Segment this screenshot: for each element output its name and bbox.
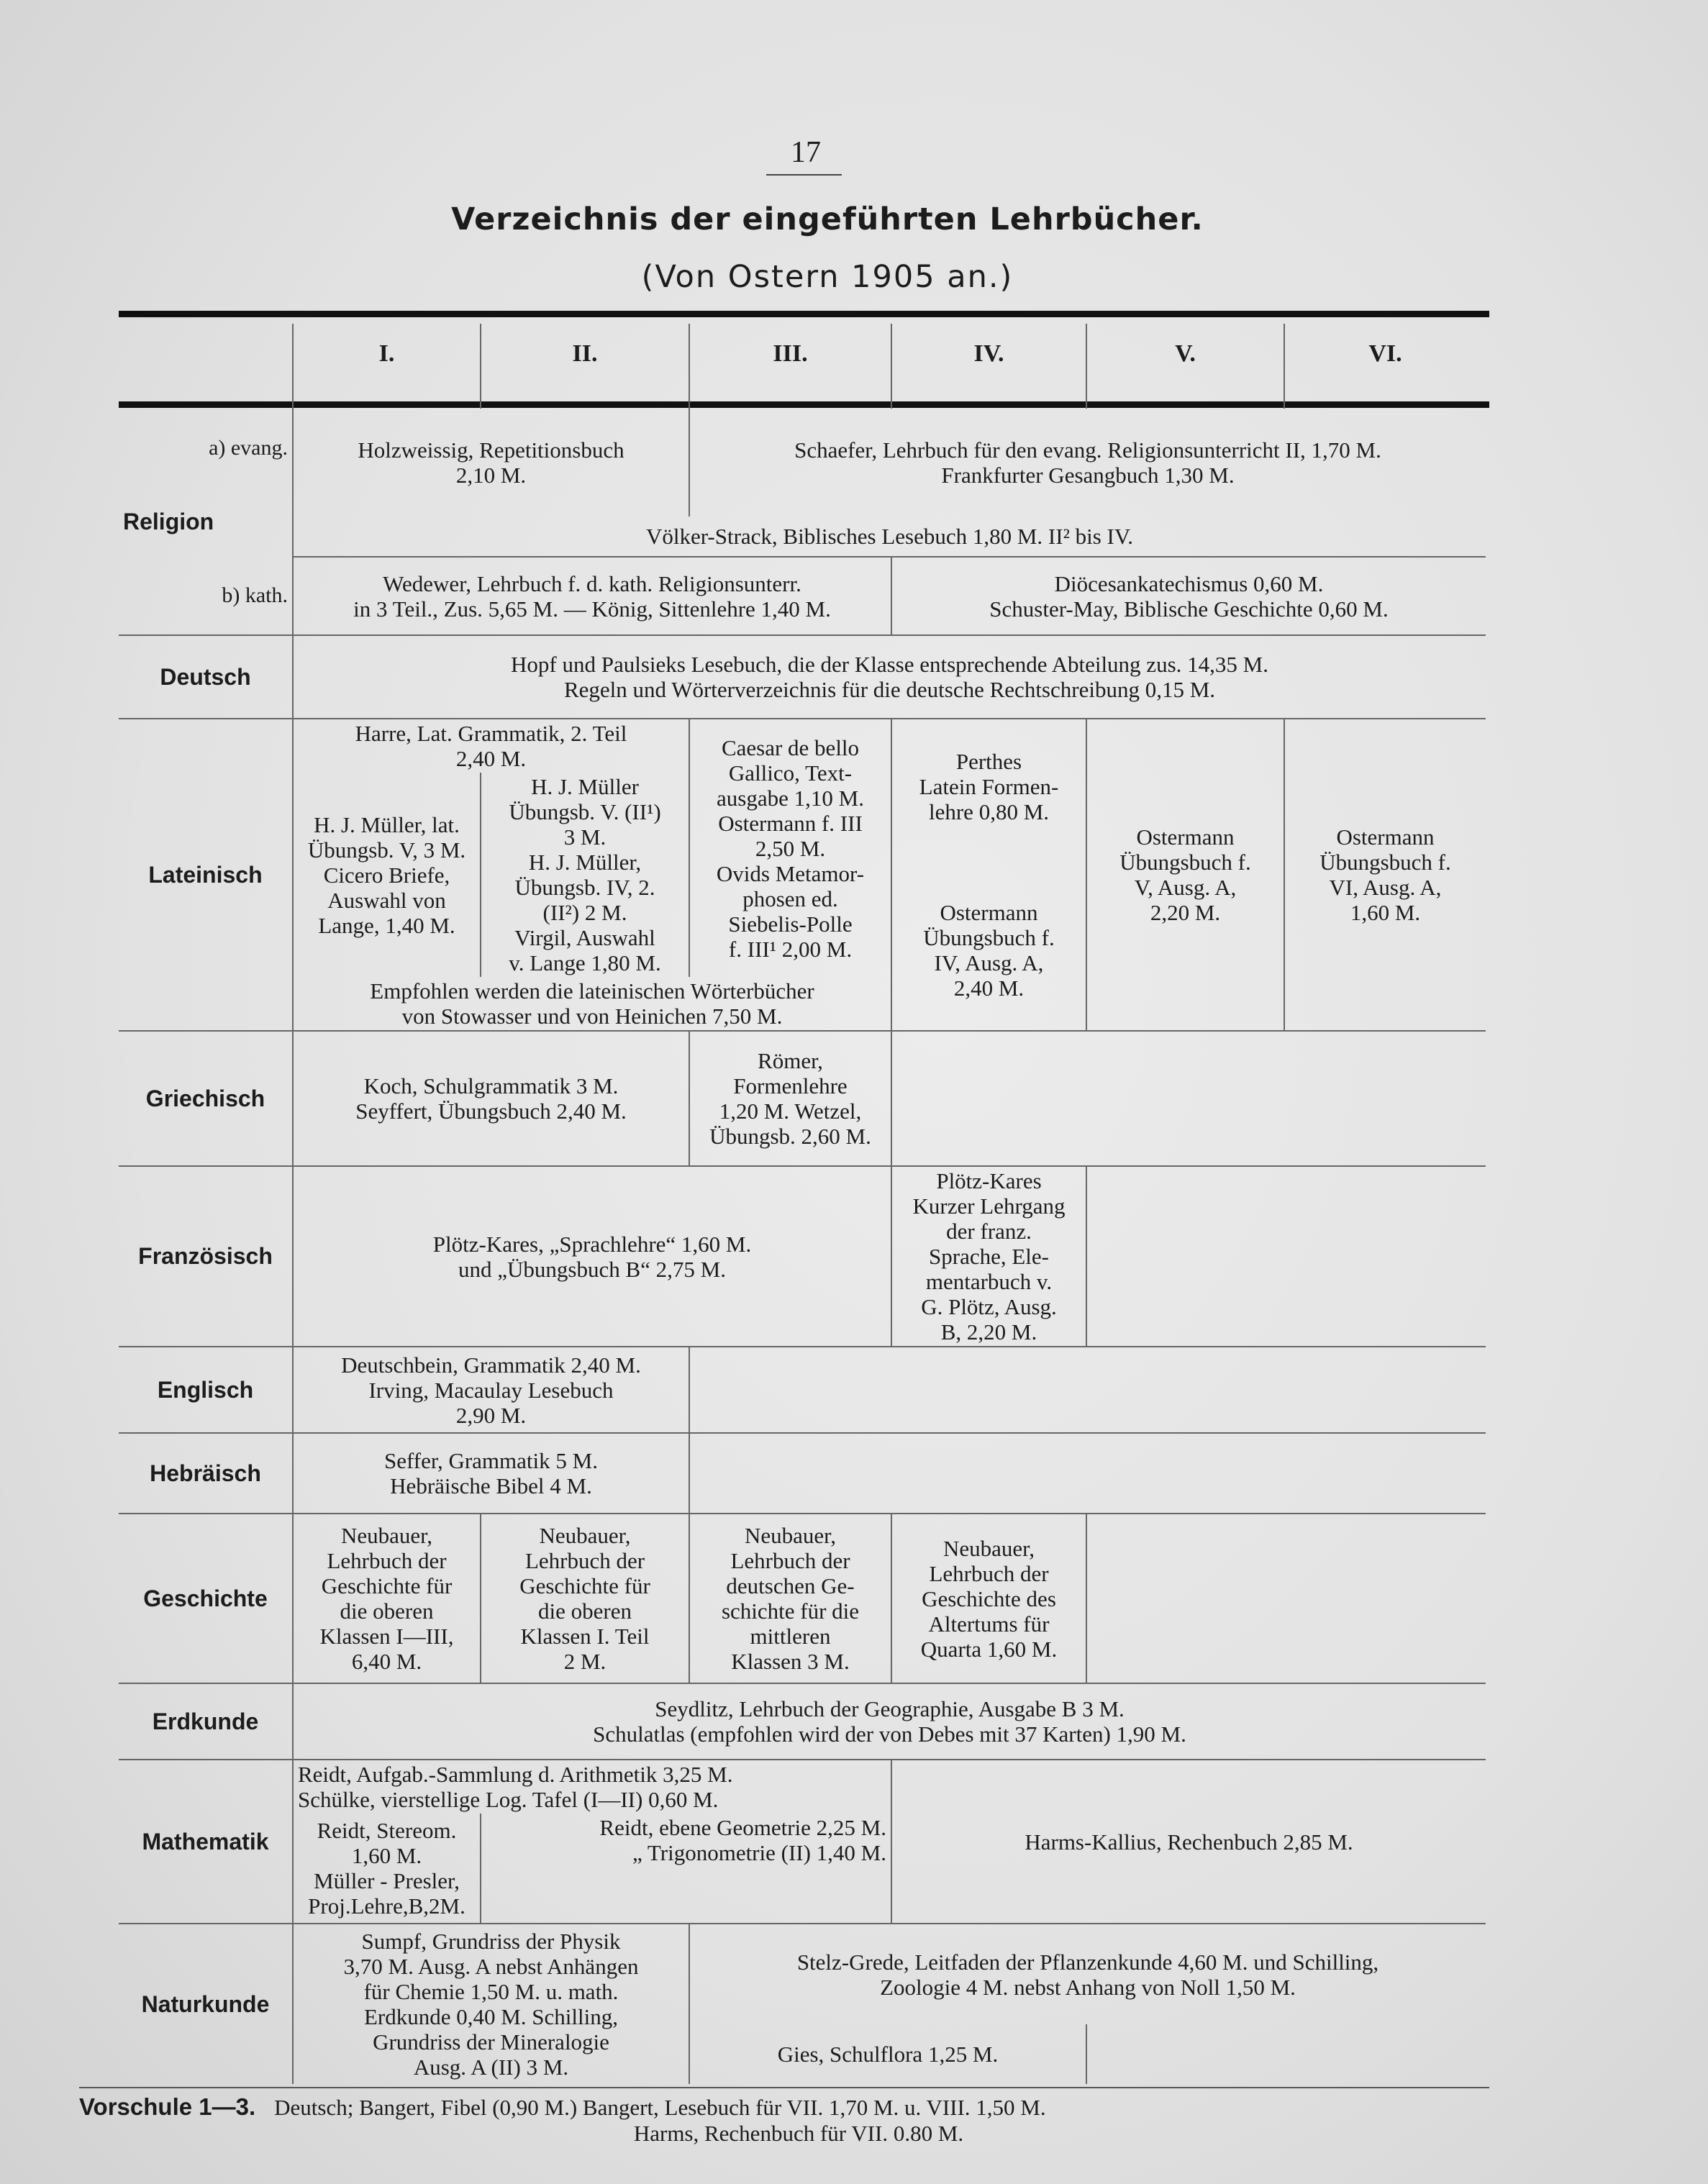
erdkunde-all: Seydlitz, Lehrbuch der Geographie, Ausga… (292, 1683, 1486, 1760)
religion-label-cell: a) evang. Religion b) kath. (119, 409, 293, 635)
hebraeisch-row: Hebräisch Seffer, Grammatik 5 M. Hebräis… (119, 1432, 1486, 1514)
column-header: III. (689, 324, 891, 409)
englisch-row: Englisch Deutschbein, Grammatik 2,40 M. … (119, 1346, 1486, 1433)
column-header: I. (292, 324, 481, 409)
naturkunde-row: Naturkunde Sumpf, Grundriss der Physik 3… (119, 1923, 1486, 2084)
lateinisch-row: Empfohlen werden die lateinischen Wörter… (119, 977, 1486, 1031)
geschichte-III: Neubauer, Lehrbuch der deutschen Ge- sch… (689, 1513, 891, 1683)
naturkunde-label: Naturkunde (119, 1923, 293, 2084)
geschichte-row: Geschichte Neubauer, Lehrbuch der Geschi… (119, 1513, 1486, 1683)
column-header: II. (480, 324, 689, 409)
mathematik-label: Mathematik (119, 1759, 293, 1924)
lateinisch-IV: Perthes Latein Formen- lehre 0,80 M. Ost… (891, 718, 1086, 1031)
religion-row-kath: Wedewer, Lehrbuch f. d. kath. Religionsu… (119, 556, 1486, 635)
geschichte-label: Geschichte (119, 1513, 293, 1683)
erdkunde-row: Erdkunde Seydlitz, Lehrbuch der Geograph… (119, 1683, 1486, 1760)
religion-row-common: Völker-Strack, Biblisches Lesebuch 1,80 … (119, 517, 1486, 558)
header-row: I. II. III. IV. V. VI. (119, 324, 1486, 409)
mathematik-IV-VI: Harms-Kallius, Rechenbuch 2,85 M. (891, 1759, 1486, 1924)
franzoesisch-V-VI (1086, 1165, 1486, 1347)
hebraeisch-III-VI (689, 1432, 1486, 1514)
geschichte-IV: Neubauer, Lehrbuch der Geschichte des Al… (891, 1513, 1086, 1683)
griechisch-label: Griechisch (119, 1030, 293, 1166)
top-rule (119, 311, 1489, 317)
header-blank (119, 324, 293, 409)
religion-common: Völker-Strack, Biblisches Lesebuch 1,80 … (292, 517, 1486, 558)
textbook-table: I. II. III. IV. V. VI. a) evang. Religio… (119, 324, 1486, 2084)
griechisch-III: Römer, Formenlehre 1,20 M. Wetzel, Übung… (689, 1030, 891, 1166)
englisch-I-II: Deutschbein, Grammatik 2,40 M. Irving, M… (292, 1346, 689, 1433)
religion-kath-I-III: Wedewer, Lehrbuch f. d. kath. Religionsu… (292, 556, 891, 635)
mathematik-I: Reidt, Stereom. 1,60 M. Müller - Presler… (292, 1814, 481, 1924)
religion-label: Religion (123, 508, 214, 534)
geschichte-V-VI (1086, 1513, 1486, 1683)
hebraeisch-I-II: Seffer, Grammatik 5 M. Hebräische Bibel … (292, 1432, 689, 1514)
englisch-III-VI (689, 1346, 1486, 1433)
mathematik-II-III: Reidt, ebene Geometrie 2,25 M. „ Trigono… (480, 1814, 891, 1924)
lateinisch-I: H. J. Müller, lat. Übungsb. V, 3 M. Cice… (292, 773, 481, 977)
column-header: VI. (1284, 324, 1486, 409)
franzoesisch-I-III: Plötz-Kares, „Sprachlehre“ 1,60 M. und „… (292, 1165, 891, 1347)
lateinisch-row: H. J. Müller, lat. Übungsb. V, 3 M. Cice… (119, 773, 1486, 977)
franzoesisch-row: Französisch Plötz-Kares, „Sprachlehre“ 1… (119, 1165, 1486, 1347)
page-number-rule (766, 174, 842, 176)
evang-label: a) evang. (209, 436, 288, 460)
mathematik-I-III-top: Reidt, Aufgab.-Sammlung d. Arithmetik 3,… (292, 1759, 891, 1814)
page-number: 17 (791, 136, 821, 169)
griechisch-IV-VI (891, 1030, 1486, 1166)
religion-row-evang: a) evang. Religion b) kath. Holzweissig,… (119, 409, 1486, 607)
lateinisch-row: Lateinisch Harre, Lat. Grammatik, 2. Tei… (119, 718, 1486, 1031)
franzoesisch-label: Französisch (119, 1165, 293, 1347)
erdkunde-label: Erdkunde (119, 1683, 293, 1760)
lateinisch-I-III-bottom: Empfohlen werden die lateinischen Wörter… (292, 977, 891, 1031)
vorschule-line1: Deutsch; Bangert, Fibel (0,90 M.) Banger… (274, 2095, 1046, 2120)
deutsch-all: Hopf und Paulsieks Lesebuch, die der Kla… (292, 634, 1486, 719)
religion-evang-I-II: Holzweissig, Repetitionsbuch 2,10 M. (292, 409, 689, 517)
hebraeisch-label: Hebräisch (119, 1432, 293, 1514)
mathematik-row: Reidt, Stereom. 1,60 M. Müller - Presler… (119, 1814, 1486, 1924)
englisch-label: Englisch (119, 1346, 293, 1433)
deutsch-row: Deutsch Hopf und Paulsieks Lesebuch, die… (119, 634, 1486, 719)
column-header: IV. (891, 324, 1086, 409)
geschichte-I: Neubauer, Lehrbuch der Geschichte für di… (292, 1513, 481, 1683)
bottom-rule (79, 2087, 1489, 2088)
deutsch-label: Deutsch (119, 634, 293, 719)
page-title: Verzeichnis der eingeführten Lehrbücher. (451, 201, 1204, 237)
vorschule-section: Vorschule 1—3. Deutsch; Bangert, Fibel (0… (79, 2088, 1489, 2147)
page-subtitle: (Von Ostern 1905 an.) (641, 259, 1014, 295)
griechisch-row: Griechisch Koch, Schulgrammatik 3 M. Sey… (119, 1030, 1486, 1166)
naturkunde-row: Gies, Schulflora 1,25 M. (119, 2024, 1486, 2084)
lateinisch-VI: Ostermann Übungsbuch f. VI, Ausg. A, 1,6… (1284, 718, 1486, 1031)
griechisch-I-II: Koch, Schulgrammatik 3 M. Seyffert, Übun… (292, 1030, 689, 1166)
naturkunde-III-VI: Stelz-Grede, Leitfaden der Pflanzenkunde… (689, 1923, 1486, 2024)
lateinisch-III: Caesar de bello Gallico, Text- ausgabe 1… (689, 718, 891, 977)
column-header: V. (1086, 324, 1284, 409)
lateinisch-V: Ostermann Übungsbuch f. V, Ausg. A, 2,20… (1086, 718, 1284, 1031)
religion-kath-IV-VI: Diöcesankatechismus 0,60 M. Schuster-May… (891, 556, 1486, 635)
religion-evang-III-VI: Schaefer, Lehrbuch für den evang. Religi… (689, 409, 1486, 517)
vorschule-line2: Harms, Rechenbuch für VII. 0.80 M. (633, 2121, 964, 2146)
mathematik-row: Mathematik Reidt, Aufgab.-Sammlung d. Ar… (119, 1759, 1486, 1924)
naturkunde-I-II: Sumpf, Grundriss der Physik 3,70 M. Ausg… (292, 1923, 689, 2084)
kath-label: b) kath. (222, 583, 288, 607)
table-and-footer: I. II. III. IV. V. VI. a) evang. Religio… (79, 324, 1489, 2147)
naturkunde-V-VI-bottom (1086, 2024, 1486, 2084)
lateinisch-label: Lateinisch (119, 718, 293, 1031)
geschichte-II: Neubauer, Lehrbuch der Geschichte für di… (480, 1513, 689, 1683)
vorschule-label: Vorschule 1—3. (79, 2093, 256, 2120)
franzoesisch-IV: Plötz-Kares Kurzer Lehrgang der franz. S… (891, 1165, 1086, 1347)
lateinisch-II: H. J. Müller Übungsb. V. (II¹) 3 M. H. J… (480, 773, 689, 977)
lateinisch-I-II-top: Harre, Lat. Grammatik, 2. Teil 2,40 M. (292, 718, 689, 773)
naturkunde-III-IV-bottom: Gies, Schulflora 1,25 M. (689, 2024, 1086, 2084)
